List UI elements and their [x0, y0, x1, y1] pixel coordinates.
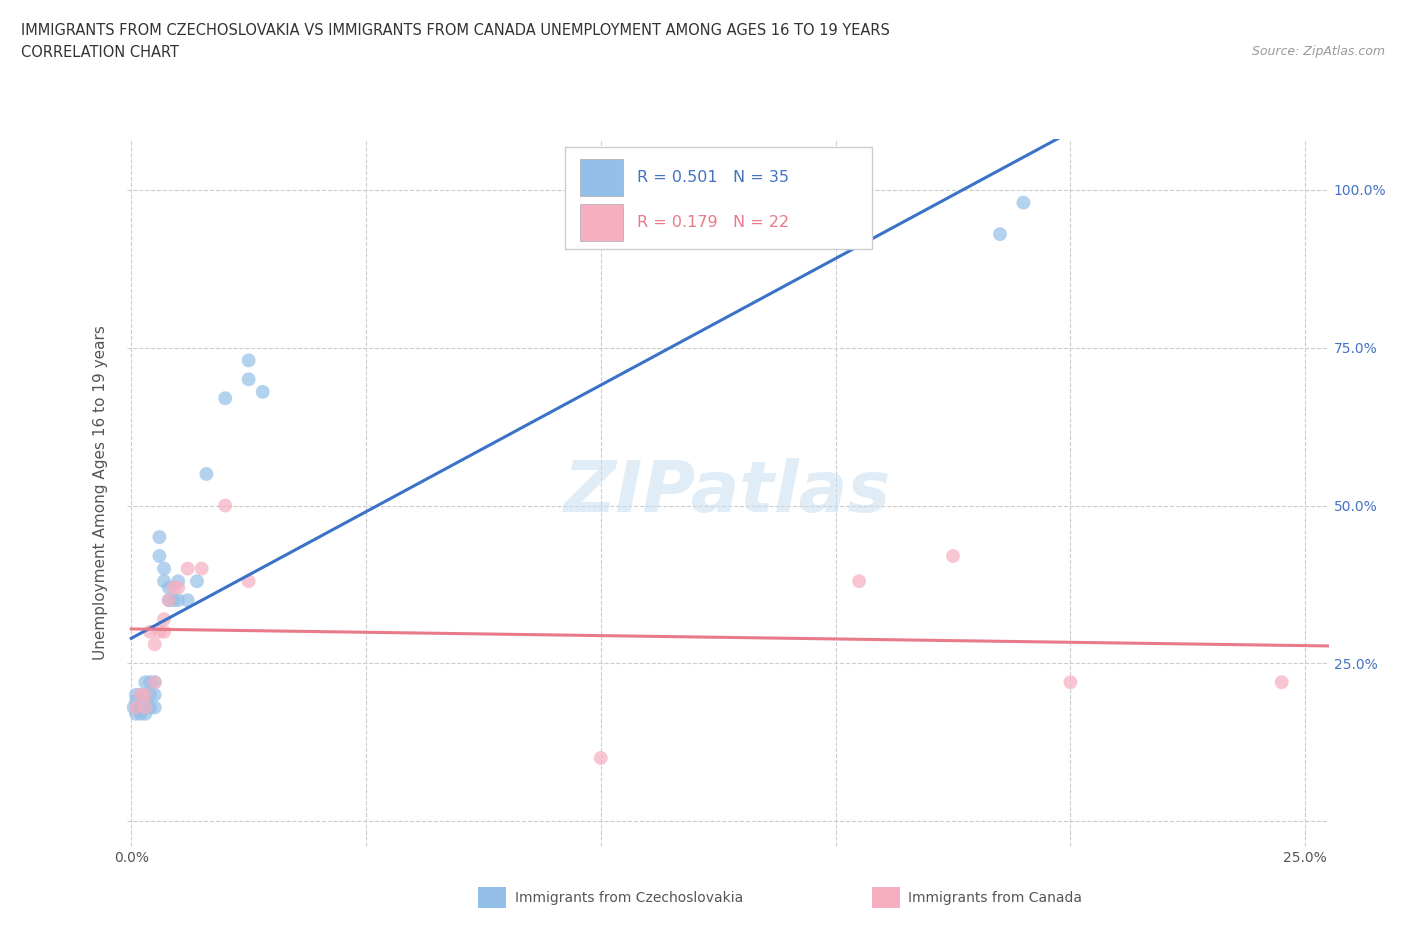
Text: CORRELATION CHART: CORRELATION CHART — [21, 45, 179, 60]
Point — [186, 574, 208, 589]
Point — [134, 687, 156, 702]
Point — [129, 687, 152, 702]
Point — [167, 592, 190, 607]
Point — [134, 687, 156, 702]
Point — [238, 574, 260, 589]
Y-axis label: Unemployment Among Ages 16 to 19 years: Unemployment Among Ages 16 to 19 years — [93, 326, 108, 660]
Point — [238, 372, 260, 387]
Text: Source: ZipAtlas.com: Source: ZipAtlas.com — [1251, 45, 1385, 58]
Point — [589, 751, 612, 765]
Point — [214, 391, 236, 405]
Point — [139, 675, 162, 690]
Point — [139, 700, 162, 715]
Point — [129, 700, 152, 715]
Point — [143, 675, 166, 690]
Text: R = 0.501   N = 35: R = 0.501 N = 35 — [637, 170, 789, 185]
Point — [157, 580, 180, 595]
Point — [134, 700, 156, 715]
Point — [125, 687, 148, 702]
Point — [125, 707, 148, 722]
FancyBboxPatch shape — [579, 159, 623, 196]
Point — [238, 353, 260, 368]
Point — [195, 467, 218, 482]
Point — [125, 694, 148, 709]
FancyBboxPatch shape — [579, 204, 623, 241]
Point — [139, 687, 162, 702]
Point — [153, 624, 176, 639]
Point — [190, 561, 212, 576]
Point — [153, 574, 176, 589]
Point — [143, 637, 166, 652]
Point — [134, 700, 156, 715]
Point — [1059, 675, 1081, 690]
Text: Immigrants from Canada: Immigrants from Canada — [908, 891, 1083, 906]
Point — [252, 384, 274, 399]
Point — [134, 675, 156, 690]
Point — [153, 561, 176, 576]
Point — [214, 498, 236, 513]
Point — [148, 549, 170, 564]
Point — [143, 675, 166, 690]
Point — [1012, 195, 1035, 210]
Point — [143, 700, 166, 715]
Point — [942, 549, 965, 564]
Text: ZIPatlas: ZIPatlas — [564, 458, 891, 527]
Point — [129, 707, 152, 722]
Text: IMMIGRANTS FROM CZECHOSLOVAKIA VS IMMIGRANTS FROM CANADA UNEMPLOYMENT AMONG AGES: IMMIGRANTS FROM CZECHOSLOVAKIA VS IMMIGR… — [21, 23, 890, 38]
Point — [162, 580, 184, 595]
Point — [1271, 675, 1294, 690]
Point — [176, 561, 198, 576]
Point — [153, 612, 176, 627]
Text: R = 0.179   N = 22: R = 0.179 N = 22 — [637, 215, 790, 230]
Point — [988, 227, 1011, 242]
FancyBboxPatch shape — [565, 147, 872, 249]
Point — [122, 700, 145, 715]
Point — [848, 574, 870, 589]
Point — [139, 624, 162, 639]
Point — [148, 530, 170, 545]
Point — [129, 687, 152, 702]
Point — [157, 592, 180, 607]
Point — [143, 687, 166, 702]
Point — [162, 592, 184, 607]
Point — [167, 580, 190, 595]
Point — [125, 700, 148, 715]
Point — [157, 592, 180, 607]
Point — [176, 592, 198, 607]
Text: Immigrants from Czechoslovakia: Immigrants from Czechoslovakia — [515, 891, 742, 906]
Point — [148, 624, 170, 639]
Point — [167, 574, 190, 589]
Point — [134, 707, 156, 722]
